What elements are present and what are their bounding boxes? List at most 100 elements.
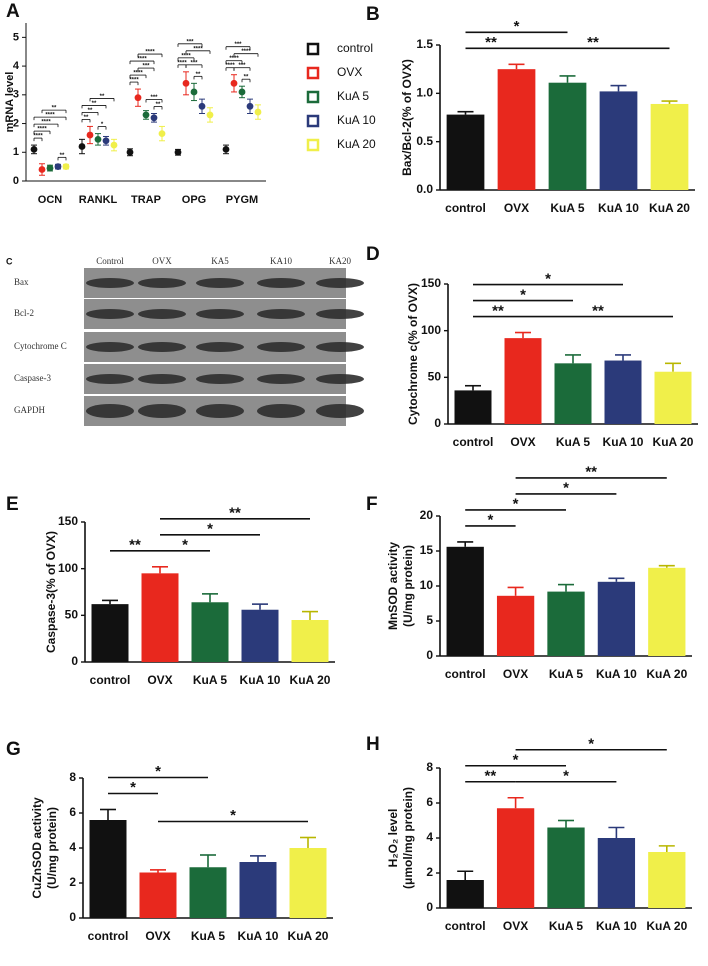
legend-label: control: [337, 41, 373, 55]
x-tick-label: KuA 5: [191, 929, 226, 943]
significance-label: ****: [181, 53, 191, 59]
x-tick-label: KuA 5: [556, 435, 591, 449]
panel-letter: B: [366, 4, 380, 25]
bar: [548, 82, 587, 190]
blot-row-label: Bax: [14, 277, 29, 287]
x-tick-label: KuA 5: [549, 667, 584, 681]
y-tick-label: 6: [69, 805, 76, 819]
y-tick-label: 0: [69, 910, 76, 924]
blot-column-label: KA10: [270, 256, 292, 266]
significance-label: **: [244, 75, 249, 81]
y-axis-label: mRNA level: [4, 72, 16, 133]
x-tick-label: OVX: [503, 667, 528, 681]
significance-label: *: [563, 767, 569, 784]
y-tick-label: 15: [420, 543, 434, 557]
blot-band: [257, 309, 305, 319]
significance-label: **: [84, 115, 89, 121]
y-tick-label: 150: [58, 514, 78, 528]
data-point: [86, 131, 94, 139]
significance-label: *: [588, 735, 594, 752]
significance-label: ***: [234, 42, 242, 48]
x-tick-label: KuA 5: [549, 919, 584, 933]
blot-band: [138, 342, 186, 352]
x-tick-label: control: [445, 201, 486, 215]
x-tick-label: KuA 10: [238, 929, 279, 943]
blot-band: [86, 309, 134, 319]
significance-label: ***: [142, 64, 150, 70]
blot-row-label: Caspase-3: [14, 373, 51, 383]
significance-label: ****: [145, 50, 155, 56]
bar: [241, 609, 279, 662]
panel-letter: E: [6, 494, 19, 515]
blot-band: [257, 374, 305, 384]
x-tick-label: OVX: [147, 673, 172, 687]
data-point: [190, 88, 198, 96]
x-tick-label: control: [445, 667, 486, 681]
blot-band: [138, 278, 186, 288]
x-tick-label: KuA 10: [240, 673, 281, 687]
y-tick-label: 5: [426, 613, 433, 627]
y-tick-label: 100: [58, 561, 78, 575]
bar: [497, 69, 536, 190]
y-axis-label: CuZnSOD activity: [30, 797, 44, 899]
x-tick-label: KuA 20: [646, 919, 687, 933]
x-tick-label: KuA 20: [288, 929, 329, 943]
y-tick-label: 20: [420, 508, 434, 522]
significance-label: **: [100, 94, 105, 100]
y-axis-label: (U/mg protein): [45, 807, 59, 889]
legend-swatch: [306, 66, 320, 80]
panel-letter: A: [6, 1, 20, 22]
y-tick-label: 100: [421, 323, 441, 337]
bar: [454, 390, 492, 424]
significance-label: **: [156, 102, 161, 108]
bar: [597, 581, 636, 656]
y-tick-label: 4: [426, 830, 433, 844]
blot-band: [86, 342, 134, 352]
bar: [289, 848, 327, 918]
blot-band: [316, 374, 364, 384]
y-axis-label: Cytochrome c(% of OVX): [406, 283, 420, 425]
y-tick-label: 8: [69, 770, 76, 784]
data-point: [182, 79, 190, 87]
x-tick-label: KuA 10: [596, 667, 637, 681]
significance-label: ***: [186, 39, 194, 45]
significance-label: *: [207, 521, 213, 538]
y-tick-label: 4: [13, 60, 20, 72]
y-axis-label: H₂O₂ level: [386, 809, 400, 868]
blot-band: [196, 278, 244, 288]
significance-label: **: [92, 101, 97, 107]
significance-label: **: [585, 464, 597, 481]
x-tick-label: KuA 5: [193, 673, 228, 687]
bar: [191, 602, 229, 662]
data-point: [110, 141, 118, 149]
y-tick-label: 1.5: [416, 37, 433, 51]
significance-label: ****: [193, 46, 203, 52]
data-point: [222, 146, 230, 153]
legend-swatch: [306, 138, 320, 152]
data-point: [246, 102, 254, 110]
significance-label: **: [60, 153, 65, 159]
data-point: [174, 148, 182, 156]
y-tick-label: 150: [421, 276, 441, 290]
data-point: [62, 163, 70, 171]
significance-label: **: [492, 302, 504, 319]
blot-band: [138, 404, 186, 418]
legend-label: KuA 5: [337, 89, 369, 103]
data-point: [150, 114, 158, 122]
significance-label: ***: [238, 63, 246, 69]
significance-label: ****: [229, 56, 239, 62]
significance-label: ***: [190, 60, 198, 66]
y-axis-label: MnSOD activity: [386, 542, 400, 630]
x-tick-label: KuA 5: [550, 201, 585, 215]
x-tick-label: KuA 20: [290, 673, 331, 687]
bar: [89, 820, 127, 918]
blot-row-label: Cytochrome C: [14, 341, 67, 351]
blot-band: [316, 342, 364, 352]
panel-letter: C: [6, 256, 13, 266]
data-point: [46, 164, 54, 172]
x-tick-label: KuA 10: [603, 435, 644, 449]
bar: [554, 363, 592, 424]
bar: [496, 808, 535, 908]
x-tick-label: OVX: [145, 929, 170, 943]
